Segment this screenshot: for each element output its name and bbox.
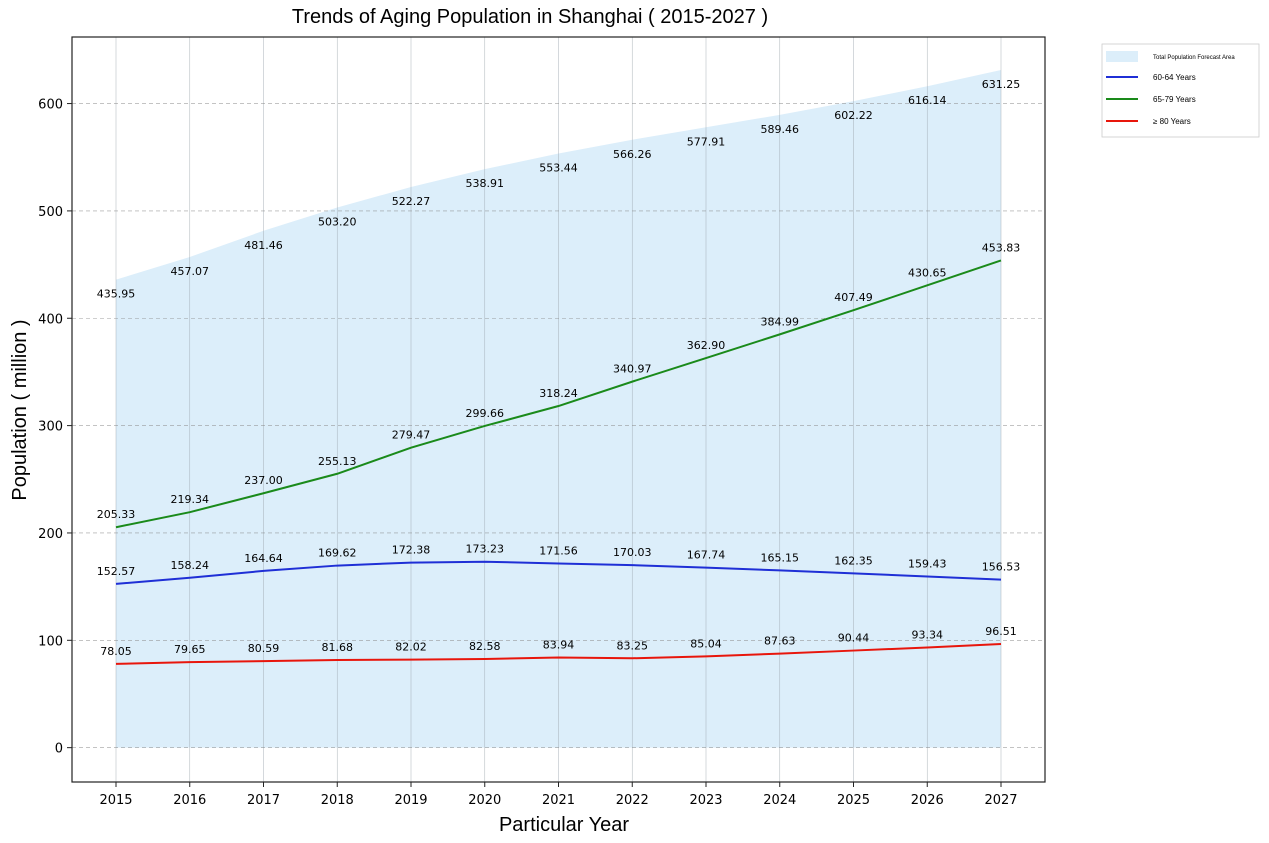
series-0-data-label: 164.64 [244, 552, 283, 565]
x-tick-label: 2026 [911, 793, 944, 808]
area-data-label: 457.07 [171, 265, 210, 278]
series-line-1 [115, 259, 1002, 529]
series-line-0 [115, 560, 1002, 585]
area-data-label: 435.95 [97, 288, 136, 301]
series-2-data-label: 81.68 [322, 641, 354, 654]
x-tick-label: 2023 [689, 793, 722, 808]
y-tick-label: 600 [38, 98, 63, 113]
x-tick-label: 2016 [173, 793, 206, 808]
area-data-label: 522.27 [392, 195, 431, 208]
area-data-label: 538.91 [466, 177, 505, 190]
series-1-data-label: 340.97 [613, 363, 652, 376]
legend-label-60-64: 60-64 Years [1153, 73, 1196, 82]
series-2-data-label: 83.94 [543, 639, 575, 652]
x-axis-label: Particular Year [499, 814, 629, 836]
x-tick-label: 2024 [763, 793, 796, 808]
series-0-data-label: 162.35 [834, 554, 873, 567]
series-0-data-label: 165.15 [761, 551, 800, 564]
series-1-data-label: 318.24 [539, 387, 578, 400]
area-data-label: 481.46 [244, 239, 283, 252]
y-tick-label: 0 [55, 742, 63, 757]
series-2-data-label: 82.58 [469, 640, 501, 653]
series-0-data-label: 158.24 [171, 559, 210, 572]
series-1-data-label: 407.49 [834, 291, 873, 304]
series-2-data-label: 79.65 [174, 643, 206, 656]
series-0-data-label: 156.53 [982, 561, 1021, 574]
series-0-data-label: 173.23 [466, 543, 505, 556]
x-tick-label: 2017 [247, 793, 280, 808]
legend-label-area: Total Population Forecast Area [1153, 55, 1235, 61]
plot-frame [71, 36, 1046, 783]
legend-label-80-plus: ≥ 80 Years [1153, 117, 1191, 126]
y-tick-label: 400 [38, 312, 63, 327]
series-1-data-label: 430.65 [908, 266, 947, 279]
x-tick-label: 2025 [837, 793, 870, 808]
series-2-data-label: 85.04 [690, 637, 722, 650]
y-tick-label: 200 [38, 527, 63, 542]
series-0-data-label: 170.03 [613, 546, 652, 559]
legend-swatch-area [1106, 51, 1138, 62]
series-2-data-label: 93.34 [912, 628, 944, 641]
series-2-data-label: 78.05 [100, 645, 132, 658]
chart-title: Trends of Aging Population in Shanghai (… [292, 6, 768, 28]
legend: Total Population Forecast Area 60-64 Yea… [1101, 43, 1260, 138]
series-1-data-label: 362.90 [687, 339, 726, 352]
area-data-label: 503.20 [318, 215, 357, 228]
x-tick-label: 2027 [984, 793, 1017, 808]
x-tick-label: 2019 [394, 793, 427, 808]
area-data-label: 566.26 [613, 148, 652, 161]
series-1-data-label: 279.47 [392, 429, 431, 442]
y-tick-label: 500 [38, 205, 63, 220]
area-data-label: 616.14 [908, 94, 947, 107]
series-1-data-label: 384.99 [761, 315, 800, 328]
series-1-data-label: 237.00 [244, 474, 283, 487]
series-0-data-label: 172.38 [392, 544, 431, 557]
area-data-label: 602.22 [834, 109, 873, 122]
series-1-data-label: 299.66 [466, 407, 505, 420]
plot-area: 435.95 457.07 481.46 503.20 522.27 538.91 553.… [38, 37, 1045, 808]
series-2-data-label: 83.25 [617, 639, 649, 652]
series-2-data-label: 90.44 [838, 632, 870, 645]
series-line-2 [115, 643, 1002, 665]
series-2-data-label: 96.51 [985, 625, 1017, 638]
series-2-data-label: 80.59 [248, 642, 280, 655]
y-tick-label: 300 [38, 420, 63, 435]
series-0-data-label: 167.74 [687, 549, 726, 562]
x-tick-label: 2021 [542, 793, 575, 808]
area-data-label: 631.25 [982, 78, 1021, 91]
y-tick-label: 100 [38, 634, 63, 649]
y-axis-label: Population ( million ) [9, 319, 31, 500]
x-tick-label: 2018 [321, 793, 354, 808]
series-2-data-label: 82.02 [395, 641, 427, 654]
area-data-label: 553.44 [539, 162, 578, 175]
series-0-data-label: 159.43 [908, 558, 947, 571]
series-1-data-label: 205.33 [97, 508, 136, 521]
series-1-data-label: 219.34 [171, 493, 210, 506]
series-1-data-label: 255.13 [318, 455, 357, 468]
x-tick-label: 2015 [99, 793, 132, 808]
series-0-data-label: 171.56 [539, 544, 578, 557]
area-data-label: 577.91 [687, 135, 726, 148]
legend-label-65-79: 65-79 Years [1153, 95, 1196, 104]
area-data-label: 589.46 [761, 123, 800, 136]
x-tick-label: 2020 [468, 793, 501, 808]
series-0-data-label: 152.57 [97, 565, 136, 578]
series-2-data-label: 87.63 [764, 635, 796, 648]
series-1-data-label: 453.83 [982, 241, 1021, 254]
x-tick-label: 2022 [616, 793, 649, 808]
series-0-data-label: 169.62 [318, 547, 357, 560]
